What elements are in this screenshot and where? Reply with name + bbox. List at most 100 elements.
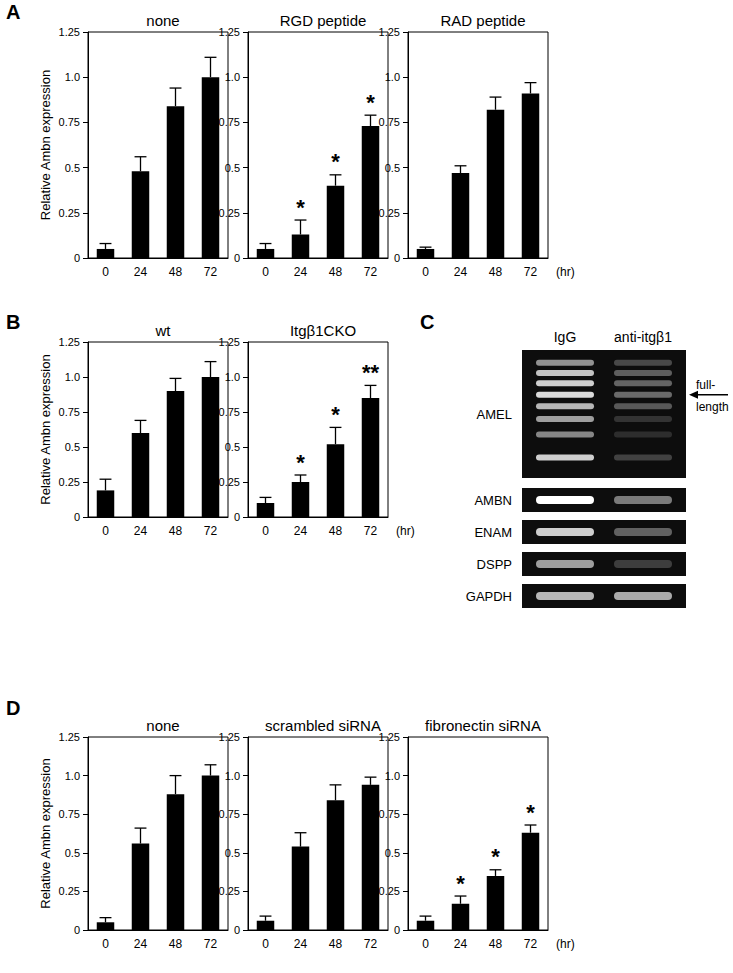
svg-text:Relative Ambn expression: Relative Ambn expression bbox=[38, 70, 53, 220]
svg-text:wt: wt bbox=[155, 322, 172, 339]
svg-text:0: 0 bbox=[74, 252, 80, 264]
svg-text:24: 24 bbox=[294, 937, 308, 951]
svg-text:0.5: 0.5 bbox=[65, 441, 80, 453]
svg-text:0.5: 0.5 bbox=[65, 162, 80, 174]
svg-text:DSPP: DSPP bbox=[477, 557, 512, 572]
svg-text:72: 72 bbox=[524, 937, 538, 951]
svg-text:0.5: 0.5 bbox=[225, 162, 240, 174]
svg-text:1.0: 1.0 bbox=[225, 770, 240, 782]
svg-text:0.75: 0.75 bbox=[379, 808, 400, 820]
svg-text:1.0: 1.0 bbox=[65, 371, 80, 383]
svg-text:0.25: 0.25 bbox=[379, 207, 400, 219]
svg-text:24: 24 bbox=[294, 524, 308, 538]
svg-text:1.0: 1.0 bbox=[65, 770, 80, 782]
svg-text:*: * bbox=[331, 402, 340, 427]
svg-text:24: 24 bbox=[454, 937, 468, 951]
svg-text:(hr): (hr) bbox=[396, 524, 415, 538]
svg-text:48: 48 bbox=[169, 524, 183, 538]
svg-text:AMEL: AMEL bbox=[477, 407, 512, 422]
svg-text:B: B bbox=[6, 311, 20, 333]
svg-text:48: 48 bbox=[489, 937, 503, 951]
svg-text:72: 72 bbox=[204, 524, 218, 538]
svg-text:1.0: 1.0 bbox=[385, 71, 400, 83]
svg-text:IgG: IgG bbox=[554, 329, 577, 345]
svg-text:anti-itgβ1: anti-itgβ1 bbox=[614, 329, 672, 345]
svg-text:72: 72 bbox=[204, 265, 218, 279]
svg-text:24: 24 bbox=[134, 937, 148, 951]
svg-text:0.75: 0.75 bbox=[59, 808, 80, 820]
svg-text:D: D bbox=[6, 697, 20, 719]
svg-text:0: 0 bbox=[102, 524, 109, 538]
svg-text:1.25: 1.25 bbox=[59, 26, 80, 38]
svg-text:0: 0 bbox=[102, 937, 109, 951]
svg-text:0.75: 0.75 bbox=[59, 116, 80, 128]
svg-text:0: 0 bbox=[394, 252, 400, 264]
svg-text:RGD peptide: RGD peptide bbox=[280, 12, 367, 29]
svg-text:(hr): (hr) bbox=[556, 937, 575, 951]
svg-text:72: 72 bbox=[204, 937, 218, 951]
svg-text:24: 24 bbox=[134, 265, 148, 279]
svg-text:48: 48 bbox=[169, 265, 183, 279]
svg-text:0.5: 0.5 bbox=[225, 847, 240, 859]
svg-text:AMBN: AMBN bbox=[474, 493, 512, 508]
svg-text:0.5: 0.5 bbox=[225, 441, 240, 453]
svg-text:0.5: 0.5 bbox=[385, 162, 400, 174]
svg-text:0: 0 bbox=[422, 265, 429, 279]
svg-text:48: 48 bbox=[329, 265, 343, 279]
svg-text:1.0: 1.0 bbox=[385, 770, 400, 782]
svg-text:*: * bbox=[491, 844, 500, 869]
svg-text:72: 72 bbox=[524, 265, 538, 279]
svg-text:*: * bbox=[456, 871, 465, 896]
svg-text:1.25: 1.25 bbox=[379, 26, 400, 38]
svg-text:0.25: 0.25 bbox=[59, 207, 80, 219]
svg-text:(hr): (hr) bbox=[556, 265, 575, 279]
svg-text:1.25: 1.25 bbox=[219, 336, 240, 348]
svg-text:GAPDH: GAPDH bbox=[466, 589, 512, 604]
svg-text:0.75: 0.75 bbox=[379, 116, 400, 128]
svg-text:**: ** bbox=[362, 360, 380, 385]
svg-text:72: 72 bbox=[364, 265, 378, 279]
svg-text:ENAM: ENAM bbox=[474, 525, 512, 540]
svg-text:24: 24 bbox=[294, 265, 308, 279]
svg-text:0: 0 bbox=[74, 924, 80, 936]
svg-text:1.0: 1.0 bbox=[225, 71, 240, 83]
svg-text:48: 48 bbox=[329, 937, 343, 951]
svg-text:1.25: 1.25 bbox=[219, 26, 240, 38]
svg-text:Itgβ1CKO: Itgβ1CKO bbox=[290, 322, 356, 339]
svg-text:24: 24 bbox=[134, 524, 148, 538]
svg-text:Relative Ambn expression: Relative Ambn expression bbox=[38, 354, 53, 504]
svg-text:0: 0 bbox=[74, 511, 80, 523]
svg-text:0: 0 bbox=[262, 524, 269, 538]
svg-text:0.25: 0.25 bbox=[379, 885, 400, 897]
svg-text:*: * bbox=[526, 800, 535, 825]
svg-text:fibronectin siRNA: fibronectin siRNA bbox=[425, 717, 541, 734]
svg-text:length: length bbox=[696, 400, 729, 414]
svg-text:1.25: 1.25 bbox=[219, 731, 240, 743]
svg-text:0: 0 bbox=[422, 937, 429, 951]
svg-text:0.75: 0.75 bbox=[219, 406, 240, 418]
svg-text:48: 48 bbox=[329, 524, 343, 538]
svg-text:1.25: 1.25 bbox=[379, 731, 400, 743]
svg-text:RAD peptide: RAD peptide bbox=[440, 12, 525, 29]
svg-text:0.25: 0.25 bbox=[59, 476, 80, 488]
svg-text:0: 0 bbox=[394, 924, 400, 936]
svg-text:48: 48 bbox=[169, 937, 183, 951]
svg-text:0: 0 bbox=[234, 511, 240, 523]
svg-text:72: 72 bbox=[364, 524, 378, 538]
svg-text:1.0: 1.0 bbox=[65, 71, 80, 83]
svg-text:*: * bbox=[331, 149, 340, 174]
svg-text:A: A bbox=[6, 1, 20, 23]
svg-text:0.5: 0.5 bbox=[385, 847, 400, 859]
svg-text:0.75: 0.75 bbox=[59, 406, 80, 418]
svg-text:Relative Ambn expression: Relative Ambn expression bbox=[38, 758, 53, 908]
svg-text:0.25: 0.25 bbox=[219, 207, 240, 219]
svg-text:0.25: 0.25 bbox=[219, 885, 240, 897]
svg-text:full-: full- bbox=[696, 378, 715, 392]
svg-text:*: * bbox=[296, 450, 305, 475]
svg-text:*: * bbox=[296, 195, 305, 220]
svg-text:0.25: 0.25 bbox=[219, 476, 240, 488]
svg-text:0.5: 0.5 bbox=[65, 847, 80, 859]
svg-text:1.25: 1.25 bbox=[59, 336, 80, 348]
svg-text:none: none bbox=[146, 12, 179, 29]
svg-text:24: 24 bbox=[454, 265, 468, 279]
